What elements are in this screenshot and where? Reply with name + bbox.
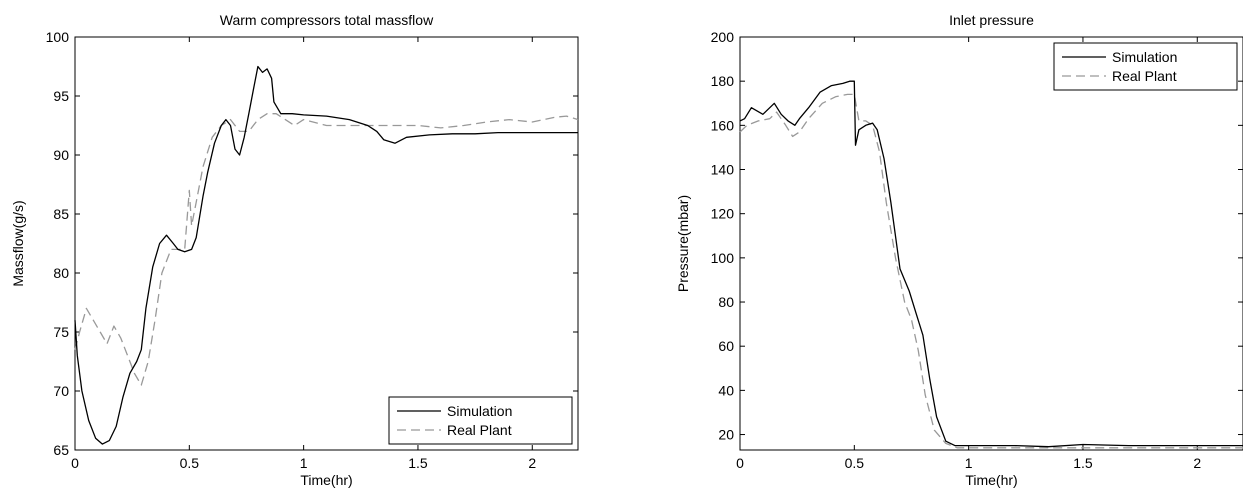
x-tick-label: 2 (1193, 455, 1201, 471)
y-tick-label: 100 (711, 250, 735, 266)
x-tick-label: 1.5 (1073, 455, 1093, 471)
y-tick-label: 140 (711, 162, 735, 178)
pressure-chart: Inlet pressure Time(hr) Pressure(mbar) 0 0.5… (675, 12, 1243, 488)
legend-label: Simulation (1112, 49, 1177, 65)
legend-box (1053, 42, 1238, 91)
legend: Simulation Real Plant (1053, 42, 1238, 91)
y-axis-label: Massflow(g/s) (10, 200, 26, 286)
legend-label: Real Plant (447, 422, 512, 438)
plot-area (74, 36, 579, 451)
chart-title: Inlet pressure (949, 12, 1034, 28)
series-line-real-plant (739, 93, 1243, 449)
x-tick-label: 0.5 (845, 455, 865, 471)
y-tick-label: 95 (53, 88, 69, 104)
x-axis-label: Time(hr) (300, 472, 352, 488)
y-tick-label: 85 (53, 206, 69, 222)
chart-title: Warm compressors total massflow (220, 12, 434, 28)
y-tick-label: 120 (711, 206, 735, 222)
y-tick-label: 160 (711, 117, 735, 133)
x-tick-label: 1.5 (408, 455, 428, 471)
y-tick-label: 70 (53, 383, 69, 399)
y-tick-label: 90 (53, 147, 69, 163)
y-tick-label: 40 (718, 382, 734, 398)
y-tick-label: 80 (53, 265, 69, 281)
y-tick-label: 20 (718, 427, 734, 443)
x-tick-label: 0.5 (180, 455, 200, 471)
legend-label: Simulation (447, 403, 512, 419)
y-tick-label: 60 (718, 338, 734, 354)
x-tick-label: 1 (965, 455, 973, 471)
massflow-chart: Warm compressors total massflow Time(hr) M… (10, 12, 579, 488)
plot-area (739, 36, 1243, 451)
x-tick-label: 0 (736, 455, 744, 471)
legend-box (388, 396, 573, 445)
legend: Simulation Real Plant (388, 396, 573, 445)
y-tick-label: 65 (53, 442, 69, 458)
y-tick-label: 200 (711, 29, 735, 45)
series-line-simulation (739, 80, 1243, 448)
series-line-simulation (74, 65, 578, 445)
legend-label: Real Plant (1112, 68, 1177, 84)
y-tick-label: 80 (718, 294, 734, 310)
x-tick-label: 1 (300, 455, 308, 471)
y-tick-label: 100 (46, 29, 70, 45)
y-tick-label: 180 (711, 73, 735, 89)
x-tick-label: 0 (71, 455, 79, 471)
x-tick-label: 2 (528, 455, 536, 471)
y-tick-label: 75 (53, 324, 69, 340)
x-axis-label: Time(hr) (965, 472, 1017, 488)
y-axis-label: Pressure(mbar) (675, 195, 691, 292)
